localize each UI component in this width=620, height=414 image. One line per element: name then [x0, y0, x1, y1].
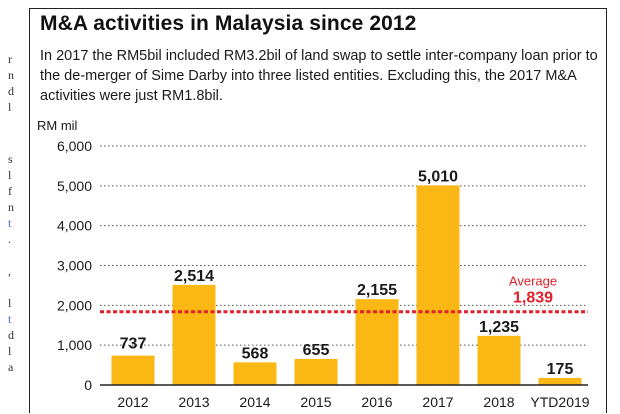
chart-frame — [29, 8, 607, 413]
average-value-label: 1,839 — [513, 290, 553, 307]
bar — [416, 185, 460, 385]
bar-value-label: 655 — [303, 342, 330, 359]
y-tick-label: 5,000 — [57, 178, 92, 194]
y-tick-label: 2,000 — [57, 297, 92, 313]
x-tick-label: 2013 — [178, 394, 209, 410]
chart-subtitle: In 2017 the RM5bil included RM3.2bil of … — [40, 48, 598, 104]
x-tick-label: 2015 — [300, 394, 331, 410]
bar-value-label: 2,514 — [174, 268, 214, 285]
x-tick-label: 2018 — [483, 394, 514, 410]
y-axis-unit-label: RM mil — [37, 118, 78, 133]
bar-value-label: 568 — [242, 345, 269, 362]
bars — [111, 185, 582, 385]
x-tick-label: 2016 — [361, 394, 392, 410]
bar — [355, 299, 399, 385]
x-tick-label: YTD2019 — [530, 394, 589, 410]
bar-value-label: 1,235 — [479, 319, 519, 336]
average-label: Average — [509, 274, 557, 289]
y-tick-label: 1,000 — [57, 337, 92, 353]
value-labels: 737 2,514 568 655 2,155 5,010 1,235 175 — [120, 168, 574, 378]
y-tick-label: 3,000 — [57, 258, 92, 274]
bar — [477, 335, 521, 385]
bar — [111, 355, 155, 385]
bar-value-label: 5,010 — [418, 168, 458, 185]
y-tick-label: 0 — [84, 377, 92, 393]
bar — [294, 358, 338, 385]
x-tick-label: 2012 — [117, 394, 148, 410]
x-tick-label: 2014 — [239, 394, 270, 410]
y-tick-label: 6,000 — [57, 138, 92, 154]
y-tick-label: 4,000 — [57, 218, 92, 234]
y-axis-ticks: 0 1,000 2,000 3,000 4,000 5,000 6,000 — [57, 138, 92, 393]
bar — [233, 362, 277, 385]
bar — [172, 284, 216, 385]
chart-title: M&A activities in Malaysia since 2012 — [40, 12, 417, 35]
x-tick-label: 2017 — [422, 394, 453, 410]
adjacent-column-fragment: r n d l s l f n t . , l t d l a — [8, 52, 14, 374]
bar-value-label: 2,155 — [357, 282, 397, 299]
bar-value-label: 737 — [120, 336, 147, 353]
bar-value-label: 175 — [547, 361, 574, 378]
bar — [538, 378, 582, 385]
x-axis-ticks: 2012 2013 2014 2015 2016 2017 2018 YTD2019 — [117, 394, 589, 410]
